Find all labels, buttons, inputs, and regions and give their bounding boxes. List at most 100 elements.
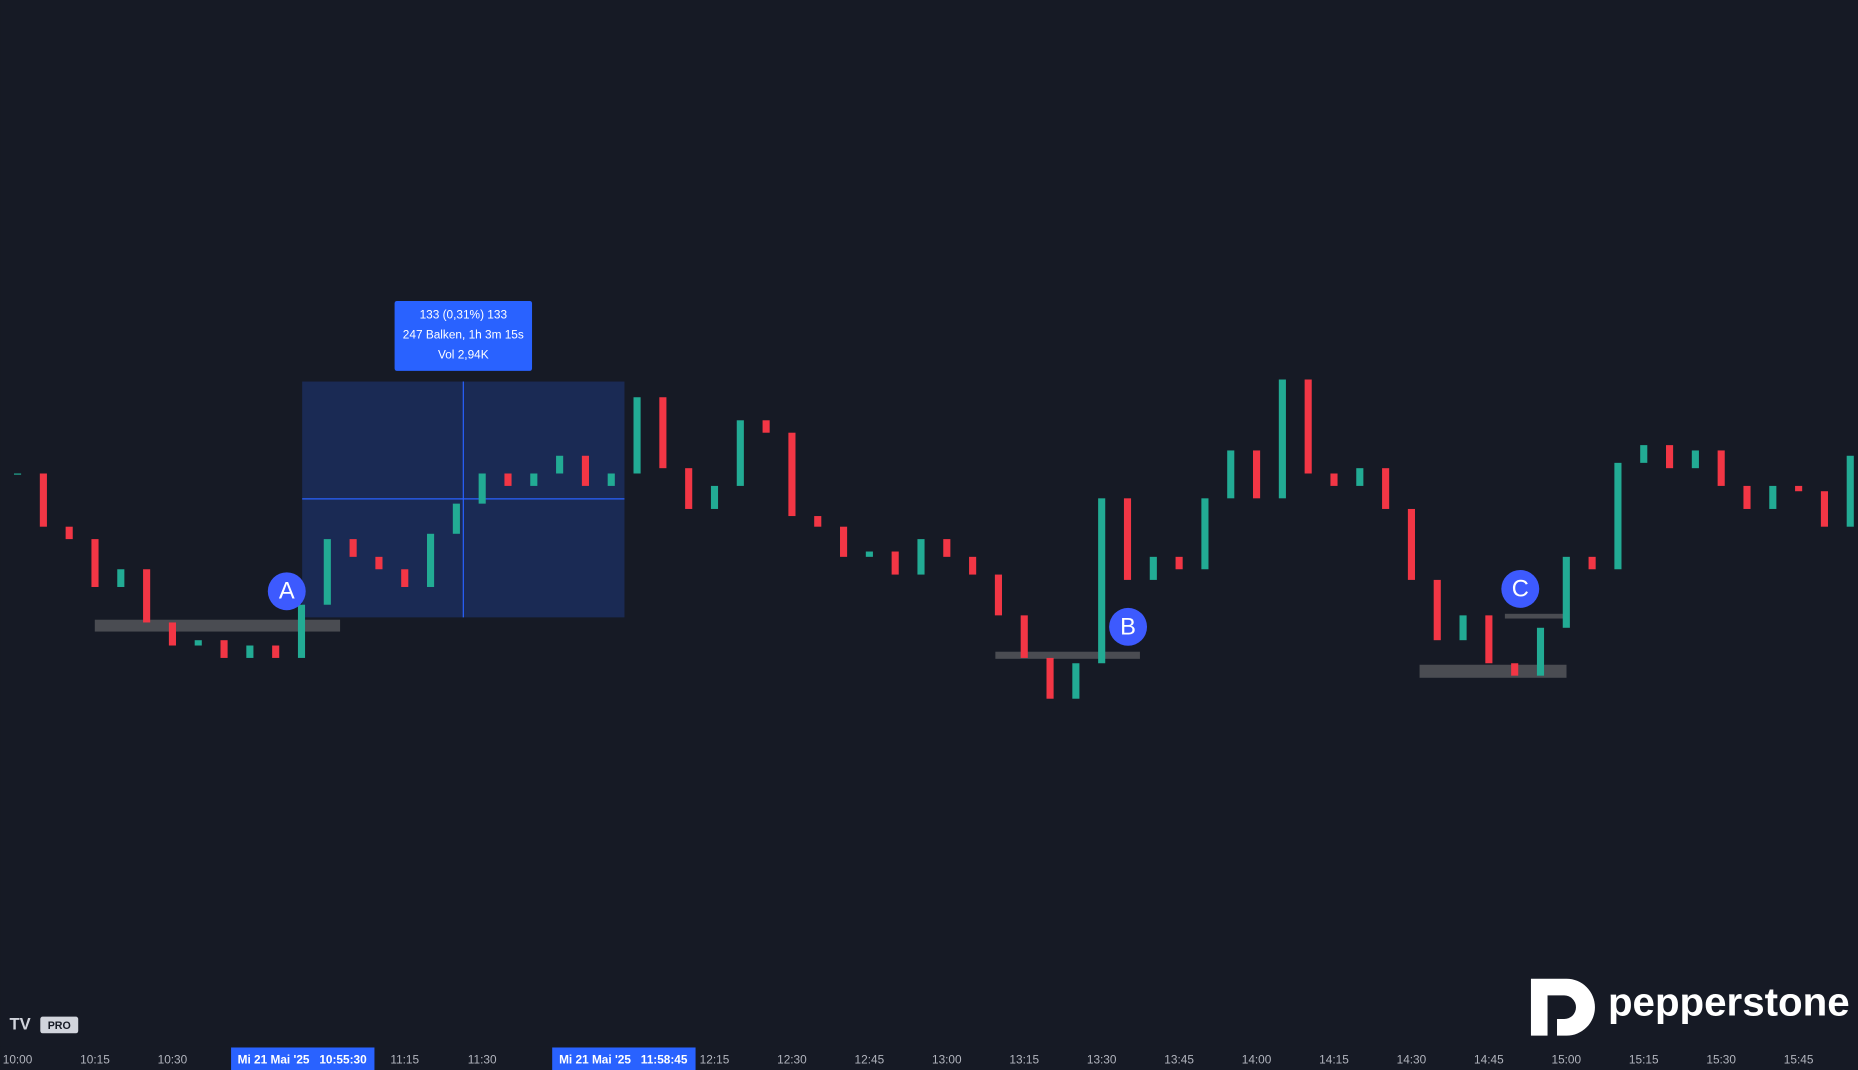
candle	[91, 539, 99, 587]
candle	[272, 645, 280, 658]
candle	[220, 640, 228, 658]
candle	[427, 533, 435, 587]
brand: pepperstone	[1608, 979, 1850, 1024]
candle	[659, 397, 667, 469]
marker-label: C	[1512, 576, 1529, 602]
marker-circle	[1501, 569, 1540, 608]
candle	[1717, 450, 1725, 486]
x-tick-label: 15:30	[1706, 1053, 1736, 1067]
x-tick-label: 13:15	[1009, 1053, 1039, 1067]
candle	[1020, 615, 1028, 658]
candle	[1278, 379, 1286, 499]
brand-logo: pepperstone	[1530, 978, 1850, 1036]
support-zone	[995, 651, 1140, 659]
candle	[581, 455, 589, 486]
candle	[969, 556, 977, 575]
badge-bg	[40, 1016, 79, 1034]
candle	[994, 574, 1002, 616]
candle	[1407, 508, 1415, 580]
candle	[1666, 445, 1674, 469]
range-label-box	[231, 1047, 375, 1070]
candle	[943, 539, 951, 557]
candle	[1123, 498, 1132, 580]
candle	[710, 485, 719, 509]
x-tick-label: 15:00	[1552, 1053, 1582, 1067]
x-tick-label: 15:45	[1784, 1053, 1814, 1067]
x-tick-label: 10:00	[3, 1053, 33, 1067]
candle	[814, 516, 822, 527]
candle	[865, 551, 873, 557]
candle	[1149, 556, 1157, 580]
candle	[1485, 615, 1493, 664]
marker-label: B	[1120, 614, 1136, 640]
candle	[788, 432, 796, 517]
x-tick-label: 13:45	[1164, 1053, 1194, 1067]
badge: PRO	[48, 1020, 71, 1032]
candle	[1588, 556, 1596, 570]
measure-label: 247 Balken, 1h 3m 15s	[403, 327, 524, 341]
candle	[504, 473, 512, 486]
candle	[1304, 379, 1312, 474]
x-tick-label: 15:15	[1629, 1053, 1659, 1067]
candle	[685, 468, 693, 509]
x-tick-label: 12:30	[777, 1053, 807, 1067]
candle	[194, 640, 202, 646]
x-tick-label: 14:15	[1319, 1053, 1349, 1067]
candle	[1640, 445, 1648, 463]
candle	[1511, 663, 1519, 676]
candle	[1691, 450, 1699, 469]
candle	[1846, 455, 1854, 527]
tv-logo: TV PRO	[9, 1014, 79, 1034]
candle	[1614, 462, 1622, 570]
candle	[1433, 579, 1441, 641]
candle	[1356, 468, 1364, 486]
zones	[94, 381, 1567, 678]
marker-circle	[267, 572, 306, 611]
x-tick-label: 11:15	[390, 1053, 419, 1067]
candle	[452, 503, 460, 534]
candle	[349, 539, 357, 557]
candle	[1536, 627, 1545, 676]
measure-label-box	[394, 300, 533, 371]
support-zone	[94, 619, 341, 632]
marker-label: A	[279, 579, 295, 605]
support-zone	[1504, 613, 1567, 619]
candle	[65, 526, 73, 540]
candle	[1201, 498, 1209, 570]
x-tick-label: 14:45	[1474, 1053, 1504, 1067]
candle	[297, 604, 306, 658]
candle	[917, 539, 925, 575]
candle	[530, 473, 538, 486]
x-tick-label: 12:15	[700, 1053, 730, 1067]
x-tick-label: 14:30	[1397, 1053, 1427, 1067]
x-tick-label: 10:30	[158, 1053, 188, 1067]
candle	[39, 473, 47, 527]
candle	[117, 569, 125, 587]
candle	[607, 473, 615, 486]
x-tick-label: 10:15	[80, 1053, 110, 1067]
candle	[1227, 450, 1235, 499]
x-tick-label: 13:30	[1087, 1053, 1117, 1067]
candle	[1795, 485, 1803, 492]
candle	[1253, 450, 1261, 499]
candle	[375, 556, 383, 570]
measure-label: 133 (0,31%) 133	[420, 307, 508, 321]
candle	[1175, 556, 1183, 570]
candle	[1820, 491, 1828, 527]
candle	[1072, 663, 1080, 699]
x-tick-label: 13:00	[932, 1053, 962, 1067]
candle	[401, 569, 409, 587]
candle	[762, 420, 770, 433]
candle	[840, 526, 848, 557]
candle	[1098, 498, 1106, 664]
candle	[556, 455, 564, 474]
x-tick-label: 12:45	[855, 1053, 885, 1067]
candles	[14, 379, 1854, 699]
candle	[633, 397, 641, 474]
x-axis: 10:00 10:15 10:30 11:15 11:30 12:15 12:30 12:45…	[3, 1053, 1814, 1067]
candle	[1382, 468, 1390, 509]
candle	[1459, 615, 1467, 641]
